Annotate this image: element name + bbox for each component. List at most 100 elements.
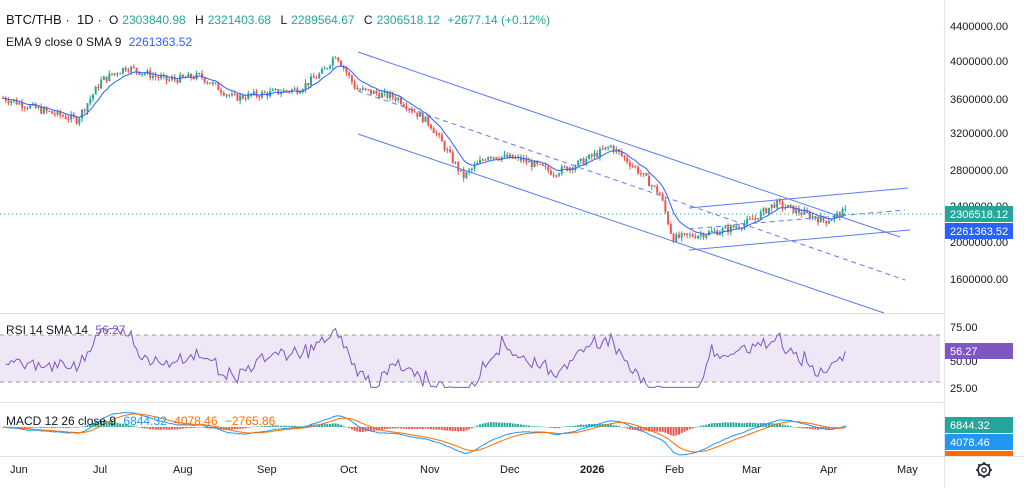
candle-body [822,216,825,221]
settings-gear-icon[interactable] [976,462,992,478]
channel-upper-line[interactable] [357,51,901,238]
macd-hist-bar [555,427,558,429]
candle-body [45,107,48,111]
candle-body [192,78,195,80]
price-axis[interactable]: 4400000.00 4000000.00 3600000.00 3200000… [950,21,1008,286]
candle-body [34,103,37,109]
candle-body [51,111,54,114]
macd-hist-bar [255,426,258,428]
channel2-lower-line[interactable] [688,229,911,251]
interval-label[interactable]: 1D [76,12,94,27]
macd-hist-bar [806,427,809,429]
candle-body [639,173,642,175]
candle-body [737,226,740,228]
candle-body [781,201,784,208]
candle-body [26,107,29,109]
candle-body [228,94,231,96]
candle-body [116,73,119,75]
macd-hist-bar [146,427,149,429]
candle-body [718,232,721,236]
symbol-label[interactable]: BTC/THB [6,12,62,27]
candle-body [473,164,476,169]
rsi-line [5,327,846,389]
macd-hist-bar [631,427,634,430]
candle-body [331,57,334,66]
macd-hist-bar [675,427,678,436]
time-axis[interactable]: Jun Jul Aug Sep Oct Nov Dec 2026 Feb Mar… [10,464,918,476]
macd-hist-bar [429,427,432,430]
macd-line [2,412,846,456]
candle-body [819,216,822,223]
macd-hist-bar [399,427,402,429]
candle-body [239,95,242,101]
last-price-tag [945,206,1013,222]
macd-hist-bar [710,423,713,427]
channel-mid-line[interactable] [357,90,906,281]
macd-hist-bar [290,425,293,427]
macd-hist-bar [792,426,795,428]
candle-body [413,111,416,113]
candle-body [91,94,94,99]
candle-body [378,93,381,98]
candle-body [765,208,768,214]
macd-hist-bar [487,422,490,427]
macd-hist-bar [626,427,629,429]
macd-hist-bar [558,427,561,429]
candle-body [438,133,441,135]
rsi-legend[interactable]: RSI 14 SMA 14 56.27 [6,323,129,337]
candle-body [514,157,517,159]
macd-hist-bar [473,426,476,428]
candle-body [653,185,656,187]
candle-body [105,76,108,81]
macd-hist-bar [757,423,760,427]
ema-legend[interactable]: EMA 9 close 0 SMA 9 2261363.52 [6,35,196,49]
macd-hist-bar [844,425,847,427]
macd-hist-bar [239,427,242,429]
candle-body [634,166,637,168]
channel-drawings [357,51,911,314]
macd-hist-bar [282,425,285,427]
candle-body [667,211,670,225]
macd-hist-bar [787,425,790,427]
candle-body [263,92,266,94]
candle-body [307,82,310,85]
macd-hist-bar [220,427,223,430]
rsi-tag-text: 56.27 [950,346,978,358]
macd-hist-bar [367,427,370,432]
macd-hist-bar [623,427,626,428]
macd-hist-bar [588,424,591,427]
low-value: 2289564.67 [291,13,355,27]
candle-body [691,234,694,237]
macd-hist-bar [435,427,438,430]
macd-hist-bar [405,427,408,429]
candle-body [468,170,471,173]
macd-tag [945,417,1013,433]
high-label: H [195,13,204,27]
time-tick: Dec [500,464,520,476]
macd-hist-bar [620,426,623,428]
macd-hist-bar [517,423,520,427]
macd-hist-bar [778,423,781,427]
macd-hist-bar [541,426,544,428]
candle-body [408,109,411,111]
candle-body [664,200,667,212]
candle-body [762,208,765,212]
channel2-mid-line[interactable] [688,209,906,230]
candle-body [729,225,732,233]
candle-body [487,157,490,160]
macd-hist-bar [503,422,506,427]
macd-hist-bar [413,427,416,429]
channel2-upper-line[interactable] [688,187,909,209]
candle-body [127,70,130,72]
macd-hist-bar [732,422,735,427]
macd-hist-bar [157,427,160,430]
macd-legend[interactable]: MACD 12 26 close 9 6844.32 4078.46 −2765… [6,414,279,428]
macd-hist-bar [162,427,165,430]
macd-hist-bar [258,426,261,428]
macd-hist-bar [795,427,798,428]
macd-hist-bar [560,427,563,428]
candle-body [78,118,81,124]
macd-hist-bar [579,424,582,427]
channel-lower-line[interactable] [357,133,885,314]
